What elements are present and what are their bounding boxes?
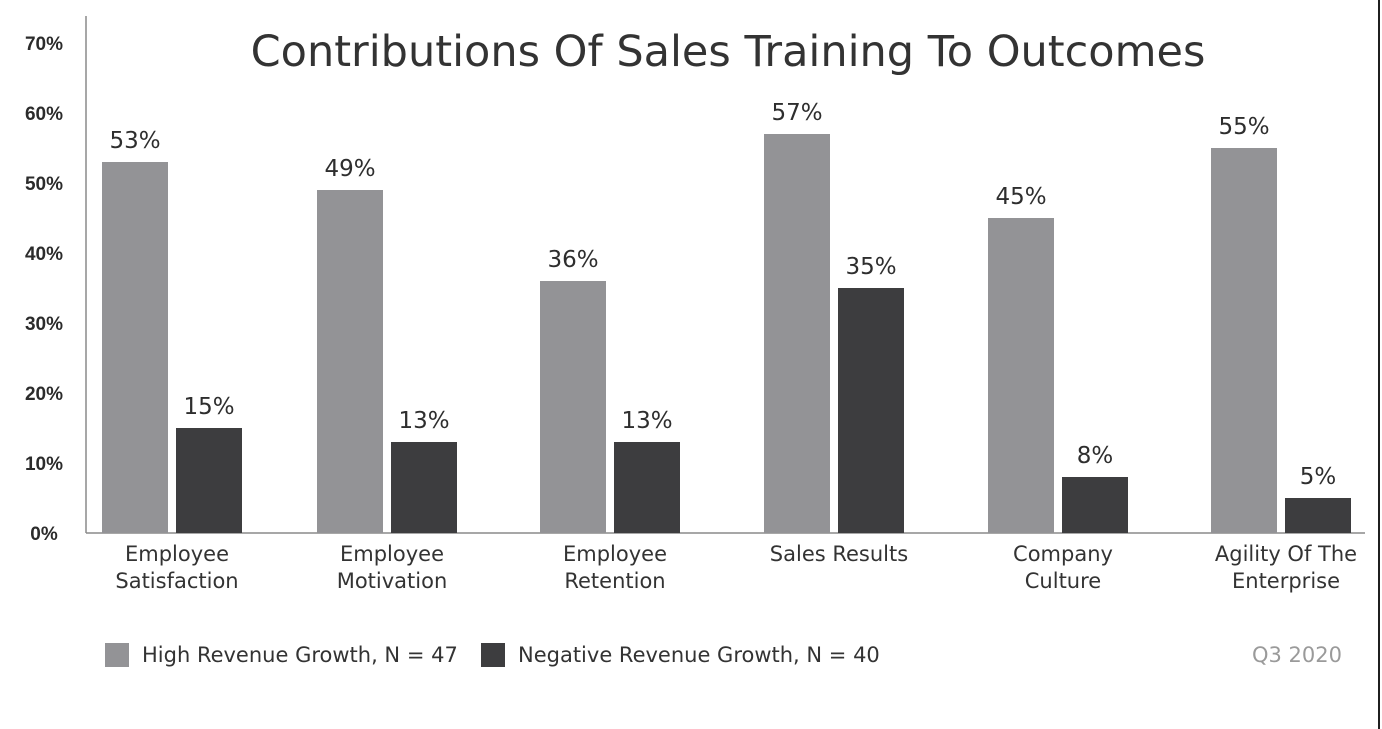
x-tick-label: Agility Of The — [1215, 542, 1357, 566]
bar-negative-revenue — [1062, 477, 1128, 533]
bar-negative-revenue — [391, 442, 457, 533]
y-tick-label: 10% — [25, 454, 63, 475]
legend-swatch — [481, 643, 505, 667]
y-tick-label: 20% — [25, 384, 63, 405]
y-tick-label: 0% — [30, 524, 58, 545]
x-tick-label: Enterprise — [1232, 569, 1340, 593]
legend-swatch — [105, 643, 129, 667]
bar-negative-revenue — [176, 428, 242, 533]
y-tick-label: 30% — [25, 314, 63, 335]
data-label: 53% — [109, 128, 160, 154]
legend-label: Negative Revenue Growth, N = 40 — [518, 643, 880, 667]
bar-high-revenue — [1211, 148, 1277, 533]
y-tick-label: 60% — [25, 104, 63, 125]
data-label: 15% — [183, 394, 234, 420]
data-label: 36% — [547, 247, 598, 273]
bar-high-revenue — [317, 190, 383, 533]
bar-negative-revenue — [1285, 498, 1351, 533]
bar-negative-revenue — [614, 442, 680, 533]
y-tick-label: 70% — [25, 34, 63, 55]
bar-high-revenue — [764, 134, 830, 533]
x-tick-label: Employee — [340, 542, 444, 566]
legend-label: High Revenue Growth, N = 47 — [142, 643, 458, 667]
footnote-date: Q3 2020 — [1252, 643, 1342, 667]
x-tick-label: Satisfaction — [115, 569, 238, 593]
y-tick-label: 40% — [25, 244, 63, 265]
data-label: 5% — [1300, 464, 1337, 490]
bar-high-revenue — [102, 162, 168, 533]
data-label: 45% — [995, 184, 1046, 210]
chart-title: Contributions Of Sales Training To Outco… — [251, 27, 1206, 77]
y-tick-label: 50% — [25, 174, 63, 195]
data-label: 57% — [771, 100, 822, 126]
x-tick-label: Employee — [125, 542, 229, 566]
frame-border — [1378, 0, 1380, 729]
x-tick-label: Culture — [1025, 569, 1101, 593]
data-label: 49% — [324, 156, 375, 182]
data-label: 55% — [1218, 114, 1269, 140]
data-label: 8% — [1077, 443, 1114, 469]
data-label: 13% — [621, 408, 672, 434]
data-label: 13% — [398, 408, 449, 434]
bar-high-revenue — [988, 218, 1054, 533]
x-tick-label: Motivation — [337, 569, 448, 593]
bar-negative-revenue — [838, 288, 904, 533]
x-tick-label: Retention — [564, 569, 665, 593]
data-label: 35% — [845, 254, 896, 280]
x-tick-label: Sales Results — [770, 542, 908, 566]
x-tick-label: Employee — [563, 542, 667, 566]
bar-high-revenue — [540, 281, 606, 533]
x-tick-label: Company — [1013, 542, 1113, 566]
